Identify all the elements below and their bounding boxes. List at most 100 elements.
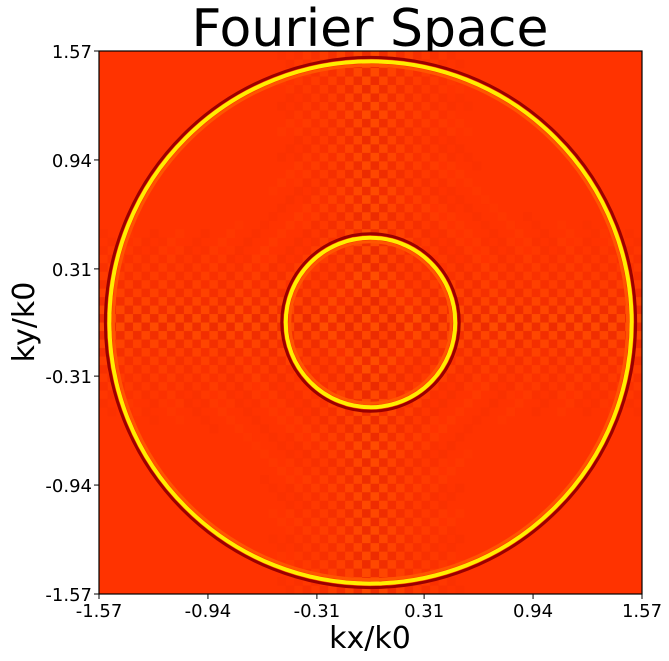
heatmap-cell [209,280,219,289]
heatmap-cell [311,169,320,179]
heatmap-cell [429,330,439,340]
heatmap-cell [226,314,236,323]
heatmap-cell [429,212,439,221]
heatmap-cell [412,229,422,238]
heatmap-cell [345,509,354,518]
heatmap-cell [183,381,193,391]
heatmap-cell [362,152,371,162]
heatmap-cell [395,407,405,417]
heatmap-cell [166,330,176,340]
heatmap-cell [421,84,431,94]
heatmap-cell [311,543,320,552]
heatmap-cell [302,500,312,510]
heatmap-cell [311,390,320,400]
heatmap-cell [328,424,337,434]
heatmap-cell [328,203,337,213]
heatmap-cell [336,543,346,552]
y-axis-label: ky/k0 [7,282,42,363]
heatmap-cell [438,254,448,264]
heatmap-cell [429,271,439,281]
heatmap-cell [336,560,346,569]
heatmap-cell [311,288,320,298]
heatmap-cell [158,364,168,374]
heatmap-cell [429,466,439,476]
heatmap-cell [412,415,422,425]
heatmap-cell [362,492,371,501]
heatmap-cell [395,509,405,518]
heatmap-cell [192,314,202,323]
heatmap-cell [345,517,354,527]
heatmap-cell [328,407,337,417]
heatmap-cell [633,356,642,366]
heatmap-cell [540,314,549,323]
heatmap-cell [523,237,533,247]
heatmap-cell [141,314,151,323]
heatmap-cell [302,458,312,468]
heatmap-cell [328,534,337,544]
heatmap-cell [175,330,185,340]
heatmap-cell [149,314,159,323]
heatmap-cell [514,398,524,408]
heatmap-cell [158,263,168,272]
heatmap-cell [531,390,541,400]
heatmap-cell [328,288,337,298]
heatmap-cell [523,263,533,272]
heatmap-cell [548,280,558,289]
heatmap-cell [446,390,456,400]
heatmap-cell [514,373,524,383]
heatmap-cell [353,330,363,340]
heatmap-cell [557,330,566,340]
heatmap-cell [608,364,617,374]
heatmap-cell [217,322,227,332]
heatmap-cell [387,526,397,535]
heatmap-cell [311,347,320,357]
heatmap-cell [531,356,541,366]
heatmap-cell [395,449,405,459]
heatmap-cell [472,186,482,196]
heatmap-cell [616,330,626,340]
heatmap-cell [294,577,303,586]
heatmap-cell [370,339,380,349]
heatmap-cell [345,407,354,417]
heatmap-cell [472,373,482,383]
heatmap-cell [311,212,320,221]
heatmap-cell [370,483,380,493]
heatmap-cell [285,407,295,417]
heatmap-cell [633,271,642,281]
heatmap-cell [429,76,439,86]
heatmap-cell [362,424,371,434]
heatmap-cell [226,305,236,315]
heatmap-cell [328,127,337,137]
heatmap-cell [149,322,159,332]
heatmap-cell [183,373,193,383]
heatmap-cell [243,305,253,315]
heatmap-cell [557,322,566,332]
heatmap-cell [243,390,253,400]
heatmap-cell [395,314,405,323]
heatmap-cell [311,432,320,442]
heatmap-cell [285,560,295,569]
heatmap-cell [395,356,405,366]
heatmap-cell [574,322,583,332]
heatmap-cell [370,254,380,264]
heatmap-cell [633,373,642,383]
heatmap-cell [404,305,414,315]
heatmap-cell [362,585,371,594]
inner-ring-band [280,232,461,413]
heatmap-cell [319,585,329,594]
heatmap-cell [412,237,422,247]
heatmap-cell [421,305,431,315]
heatmap-cell [107,390,117,400]
heatmap-cell [132,314,142,323]
heatmap-cell [616,356,626,366]
heatmap-cell [489,364,499,374]
heatmap-cell [166,364,176,374]
heatmap-cell [370,526,380,535]
heatmap-cell [328,551,337,561]
heatmap-cell [158,246,168,255]
heatmap-cell [378,509,388,518]
heatmap-cell [608,356,617,366]
heatmap-cell [99,339,108,349]
heatmap-cell [328,186,337,196]
heatmap-cell [336,568,346,578]
